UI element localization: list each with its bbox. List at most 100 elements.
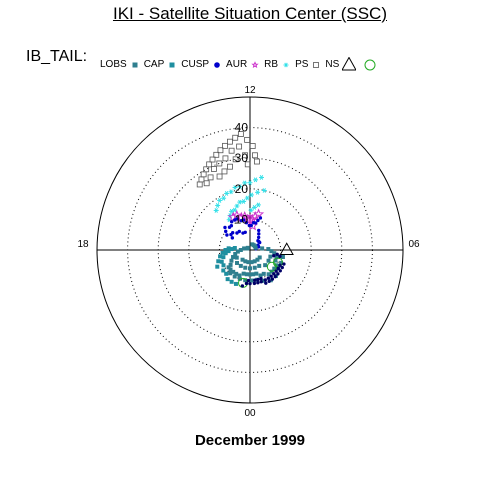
data-point <box>244 220 249 225</box>
data-point <box>250 242 255 247</box>
data-point <box>226 265 231 270</box>
data-point <box>243 278 248 283</box>
data-point <box>259 276 263 281</box>
data-point <box>253 278 257 282</box>
data-point <box>279 260 284 265</box>
data-point <box>237 199 243 205</box>
footer-date: December 1999 <box>194 432 306 449</box>
data-point <box>279 242 294 255</box>
data-point <box>196 181 203 188</box>
data-point <box>257 232 261 236</box>
data-point <box>226 249 231 254</box>
data-point <box>233 281 238 286</box>
data-point <box>229 208 235 214</box>
legend-item: AUR <box>226 57 260 71</box>
legend-symbol-icon <box>364 59 376 71</box>
data-point <box>278 254 282 259</box>
data-point <box>226 246 231 251</box>
data-point <box>276 272 280 276</box>
legend-label-text: RB <box>264 58 279 70</box>
data-point <box>278 263 282 267</box>
data-point <box>261 271 266 276</box>
legend-item: NS <box>325 57 357 71</box>
data-point <box>261 188 267 193</box>
data-point <box>198 176 205 183</box>
data-point <box>223 248 228 252</box>
data-point <box>216 173 223 180</box>
data-point <box>270 277 275 281</box>
data-point <box>258 240 262 245</box>
data-point <box>229 279 234 284</box>
data-point <box>232 134 239 141</box>
data-point <box>233 251 238 256</box>
data-point <box>268 254 273 259</box>
data-point <box>239 218 244 223</box>
data-point <box>243 259 248 264</box>
legend-label-text: CUSP <box>181 58 210 70</box>
legend-symbol-icon <box>342 57 357 71</box>
data-point <box>243 265 248 270</box>
data-point <box>224 191 230 196</box>
angle-label-top: 12 <box>244 85 256 96</box>
data-point <box>224 229 228 234</box>
data-point <box>267 279 271 284</box>
data-point <box>237 131 244 137</box>
data-point <box>229 220 234 224</box>
series-ns <box>279 242 294 255</box>
data-point <box>221 268 226 273</box>
legend-symbol-icon <box>169 62 175 68</box>
data-point <box>213 151 220 158</box>
data-point <box>228 262 233 267</box>
data-point <box>206 161 213 168</box>
data-point <box>244 272 249 277</box>
data-point <box>240 284 245 288</box>
data-point <box>235 249 240 254</box>
data-point <box>221 168 228 175</box>
data-point <box>260 246 265 251</box>
data-point <box>266 258 271 263</box>
data-point <box>251 272 256 277</box>
data-point <box>235 231 239 235</box>
data-point <box>256 218 260 223</box>
data-point <box>227 225 232 229</box>
data-point <box>242 246 247 251</box>
data-point <box>244 281 249 286</box>
data-point <box>273 274 277 279</box>
data-point <box>254 271 259 276</box>
data-point <box>257 255 262 260</box>
data-point <box>269 274 273 278</box>
data-point <box>228 147 235 154</box>
data-point <box>247 180 253 186</box>
data-point <box>276 266 280 271</box>
data-point <box>258 216 263 220</box>
radial-label: 20 <box>235 182 249 196</box>
data-point <box>255 189 261 195</box>
data-point <box>263 263 268 268</box>
data-point <box>227 138 233 145</box>
axis-labels: 12 00 18 06 10 20 30 40 <box>77 85 420 419</box>
chart-title: IKI - Satellite Situation Center (SSC) <box>112 4 387 23</box>
data-point <box>272 266 277 271</box>
data-point <box>256 281 260 285</box>
data-point <box>219 259 224 264</box>
data-point <box>223 251 228 256</box>
data-point <box>261 278 266 283</box>
data-point <box>272 251 277 256</box>
data-point <box>242 152 248 159</box>
data-point <box>258 273 263 278</box>
data-point <box>244 161 251 168</box>
angle-label-bottom: 00 <box>244 408 256 419</box>
angle-label-right: 06 <box>408 239 420 250</box>
data-point <box>229 232 233 237</box>
data-point <box>268 278 273 283</box>
data-point <box>257 228 261 233</box>
data-point <box>224 271 229 276</box>
data-point <box>234 255 239 260</box>
data-points <box>196 131 294 288</box>
data-point <box>251 220 256 225</box>
data-point <box>255 202 261 208</box>
data-point <box>254 158 260 165</box>
data-point <box>280 254 285 259</box>
data-point <box>266 276 271 280</box>
